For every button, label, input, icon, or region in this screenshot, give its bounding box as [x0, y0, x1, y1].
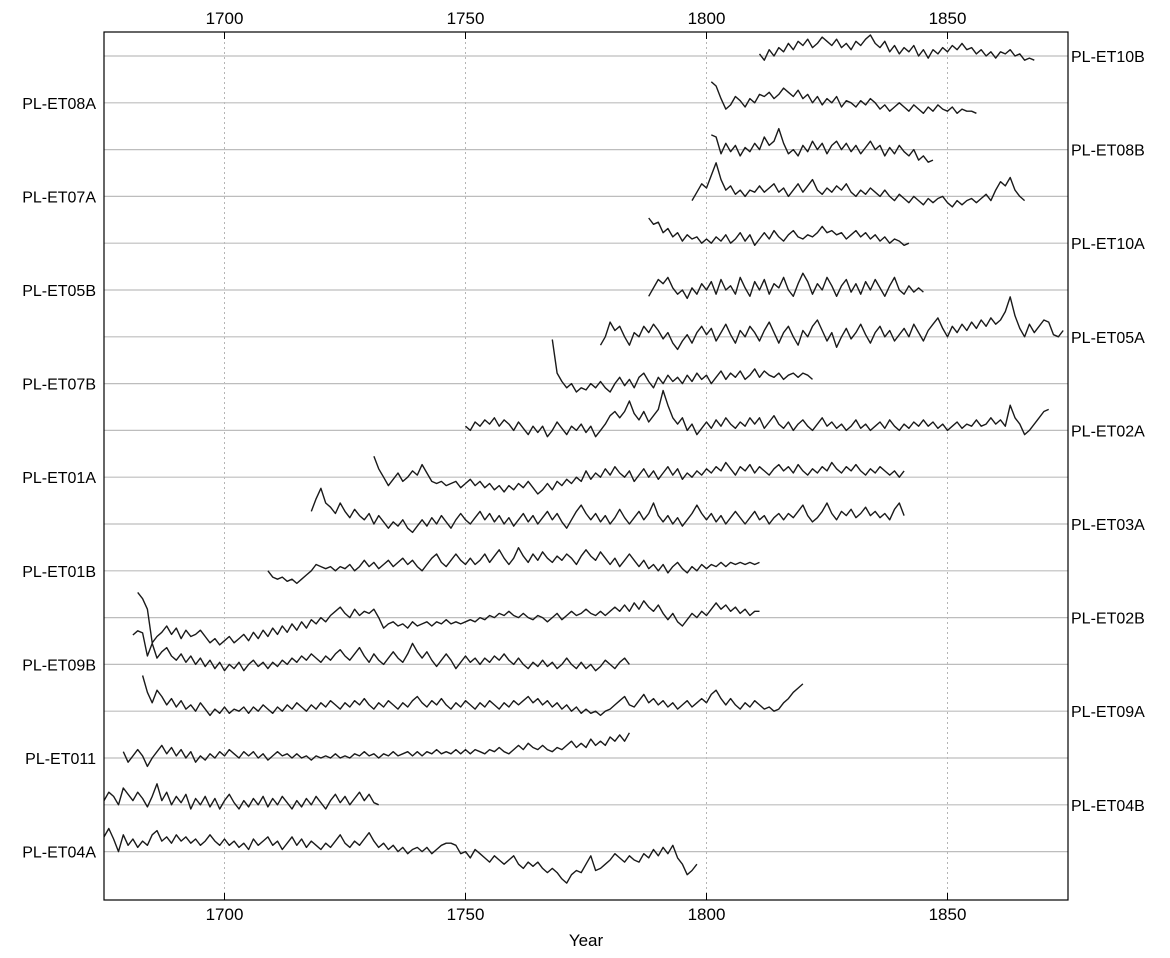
series-label-pl-et01b: PL-ET01B — [22, 564, 96, 581]
series-line-pl-et09b — [132, 630, 630, 672]
series-line-pl-et02a — [465, 389, 1049, 438]
series-label-pl-et04a: PL-ET04A — [22, 845, 96, 862]
series-line-pl-et10a — [648, 217, 910, 246]
series-label-pl-et10a: PL-ET10A — [1071, 236, 1145, 253]
tick-label-bottom-1850: 1850 — [929, 905, 967, 924]
tick-label-bottom-1800: 1800 — [688, 905, 726, 924]
series-label-pl-et08a: PL-ET08A — [22, 96, 96, 113]
series-label-pl-et05a: PL-ET05A — [1071, 330, 1145, 347]
series-line-pl-et05b — [648, 272, 924, 300]
series-label-pl-et07a: PL-ET07A — [22, 189, 96, 206]
axis-ticks — [224, 32, 948, 900]
series-label-pl-et011: PL-ET011 — [25, 751, 96, 768]
series-line-pl-et05a — [599, 296, 1064, 351]
tick-label-top-1850: 1850 — [929, 9, 967, 28]
series-line-pl-et09a — [141, 675, 804, 717]
series-label-pl-et08b: PL-ET08B — [1071, 143, 1145, 160]
series-line-pl-et10b — [758, 34, 1035, 61]
series-label-pl-et07b: PL-ET07B — [22, 377, 96, 394]
series-name-labels: PL-ET10B PL-ET08A PL-ET08B PL-ET07A PL-ET10A… — [22, 49, 1145, 862]
series-line-pl-et01a — [373, 455, 905, 495]
axis-tick-labels: 1700 1700 1750 1750 1800 1800 1850 1850 — [206, 9, 967, 924]
tick-label-bottom-1700: 1700 — [206, 905, 244, 924]
tick-label-top-1700: 1700 — [206, 9, 244, 28]
series-label-pl-et09b: PL-ET09B — [22, 657, 96, 674]
series-line-pl-et04b — [104, 783, 379, 810]
series-line-pl-et07a — [691, 162, 1026, 208]
x-axis-title: Year — [569, 931, 604, 950]
tick-label-bottom-1750: 1750 — [447, 905, 485, 924]
series-label-pl-et02a: PL-ET02A — [1071, 423, 1145, 440]
series-baselines — [104, 55, 1068, 853]
plot-frame — [103, 31, 1069, 901]
series-label-pl-et01a: PL-ET01A — [22, 470, 96, 487]
series-line-pl-et03a — [310, 487, 905, 534]
series-label-pl-et05b: PL-ET05B — [22, 283, 96, 300]
series-line-pl-et01b — [267, 547, 760, 585]
series-line-pl-et02b — [137, 591, 760, 646]
tick-label-top-1750: 1750 — [447, 9, 485, 28]
series-label-pl-et09a: PL-ET09A — [1071, 704, 1145, 721]
series-label-pl-et03a: PL-ET03A — [1071, 517, 1145, 534]
series-line-pl-et08a — [710, 81, 977, 114]
series-label-pl-et04b: PL-ET04B — [1071, 798, 1145, 815]
series-line-pl-et011 — [122, 732, 631, 768]
series-line-pl-et07b — [551, 339, 813, 393]
series-label-pl-et02b: PL-ET02B — [1071, 611, 1145, 628]
series-line-pl-et08b — [711, 127, 934, 163]
series-line-pl-et04a — [104, 827, 698, 884]
series-lines — [104, 34, 1064, 884]
series-label-pl-et10b: PL-ET10B — [1071, 49, 1145, 66]
tick-label-top-1800: 1800 — [688, 9, 726, 28]
